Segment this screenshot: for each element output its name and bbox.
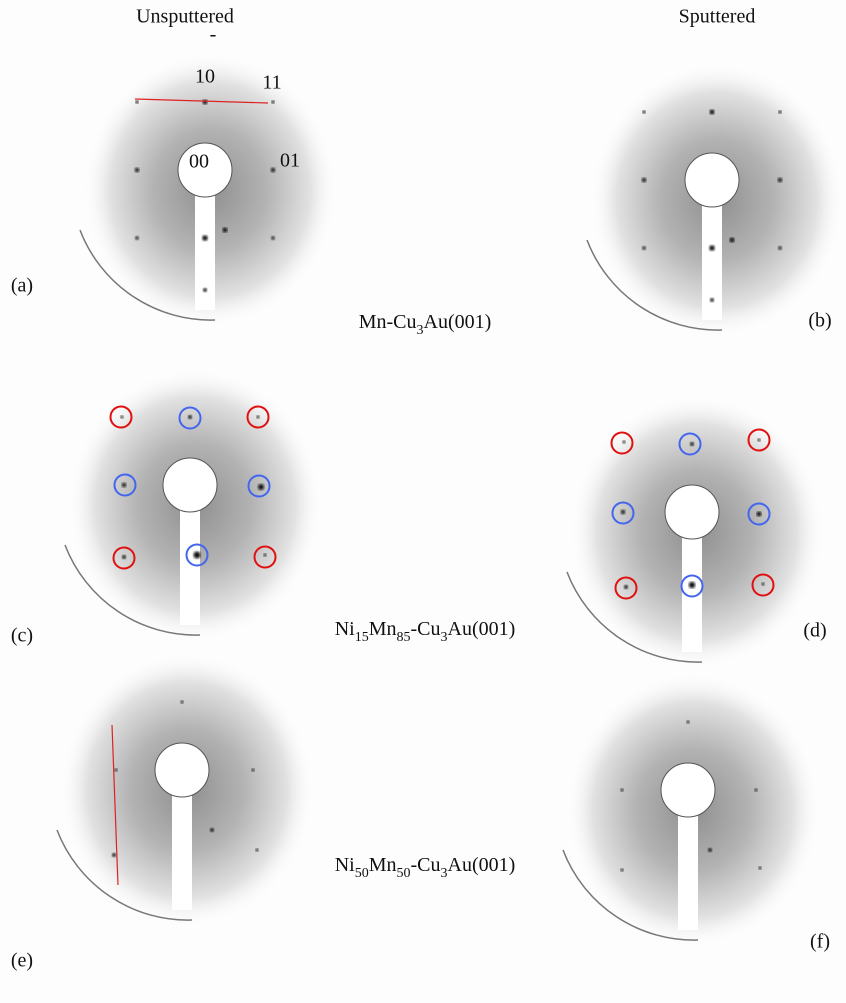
subscript: 50 [355,866,369,881]
beam-stop [155,743,209,797]
diffraction-spot [252,769,255,772]
diffraction-spot [687,721,690,724]
diffraction-spot [778,110,781,113]
column-header: Unsputtered [136,6,234,28]
panel-label: (a) [11,275,33,297]
caption-part: Au(001) [424,311,492,333]
subscript: 85 [397,630,411,645]
diffraction-spot [621,789,624,792]
spot-label: 01 [280,150,300,172]
diffraction-spot [135,168,139,172]
spot-label: 11 [262,72,281,94]
subscript: 15 [355,630,369,645]
caption-part: Ni [335,854,355,876]
figure: Unsputtered Sputtered - 10 11 00 01 (a) … [0,0,846,1003]
panel-label: (c) [11,625,33,647]
diffraction-spot [708,848,712,852]
subscript: 3 [417,323,424,338]
diffraction-spot [223,228,228,233]
diffraction-spot [621,510,625,514]
diffraction-spot [271,168,275,172]
diffraction-spot [623,441,626,444]
diffraction-spot [730,238,735,243]
diffraction-spot [188,415,192,419]
page: {"column_headers": ["Unsputtered", "Sput… [0,0,846,1003]
diffraction-spot [778,178,782,182]
diffraction-spot [121,416,124,419]
panel-label: (d) [803,620,826,642]
diffraction-spot [135,100,138,103]
diffraction-spot [210,828,214,832]
caption-part: -Cu [411,618,441,640]
diffraction-spot [203,288,207,292]
diffraction-spot [258,484,264,490]
panel-label: (b) [808,310,831,332]
holder-stem [678,805,698,930]
column-header: Sputtered [679,6,756,28]
diffraction-spot [762,583,765,586]
panel-label: (f) [810,931,830,953]
subscript: 3 [441,866,448,881]
diffraction-spot [624,585,628,589]
spot-label: - [210,24,217,46]
diffraction-spot [755,789,758,792]
diffraction-spot [264,554,267,557]
diffraction-spot [757,512,762,517]
caption-part: Au(001) [448,854,516,876]
diffraction-spot [257,416,260,419]
caption-part: -Cu [411,854,441,876]
diffraction-spot [710,298,714,302]
diffraction-spot [621,869,624,872]
diffraction-spot [135,236,139,240]
panel-label: (e) [11,950,33,972]
diffraction-spot [271,236,275,240]
holder-stem [682,527,702,652]
diffraction-spot [112,853,116,857]
diffraction-spot [642,246,646,250]
caption-part: Ni [335,618,355,640]
spot-label: 10 [195,66,215,88]
diffraction-spot [271,100,274,103]
diffraction-spot [778,246,782,250]
diffraction-spot [194,552,201,559]
diffraction-spot [115,769,118,772]
subscript: 50 [397,866,411,881]
diffraction-spot [181,701,184,704]
diffraction-spot [758,439,761,442]
diffraction-spot [690,442,694,446]
beam-stop [685,153,739,207]
subscript: 3 [441,630,448,645]
diffraction-spot [689,582,695,588]
spot-label: 00 [189,151,209,173]
beam-stop [661,763,715,817]
diffraction-spot [709,245,715,251]
beam-stop [665,485,719,539]
caption-part: Au(001) [448,618,516,640]
holder-stem [172,785,192,910]
diffraction-spot [642,110,645,113]
diffraction-spot [122,555,126,559]
diffraction-spot [642,178,646,182]
diffraction-spot [202,235,208,241]
diffraction-spot [122,483,126,487]
diffraction-spot [710,110,715,115]
diffraction-spot [203,100,208,105]
caption-part: Mn-Cu [359,311,417,333]
diffraction-spot [256,849,259,852]
caption-part: Mn [369,618,397,640]
beam-stop [163,458,217,512]
diffraction-spot [759,867,762,870]
caption-part: Mn [369,854,397,876]
